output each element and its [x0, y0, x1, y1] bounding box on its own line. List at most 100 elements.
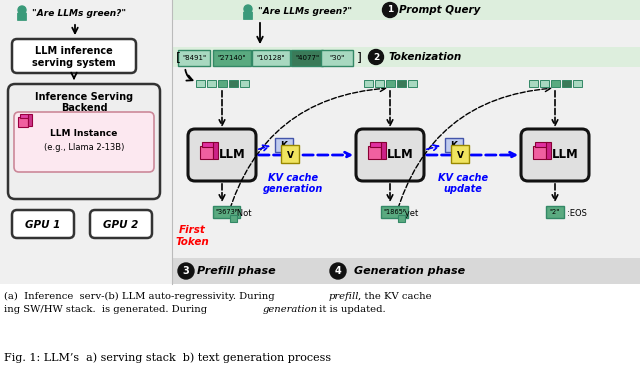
- Bar: [213, 50, 251, 66]
- Bar: [364, 80, 372, 87]
- Text: Token: Token: [175, 237, 209, 247]
- Bar: [321, 50, 353, 66]
- Text: Backend: Backend: [61, 103, 108, 113]
- Bar: [546, 142, 551, 159]
- Bar: [28, 114, 32, 126]
- Text: "27140": "27140": [218, 55, 246, 61]
- Bar: [540, 80, 548, 87]
- Text: V: V: [456, 150, 463, 159]
- Text: V: V: [287, 150, 294, 159]
- Text: 1: 1: [387, 6, 393, 15]
- Bar: [374, 80, 383, 87]
- Bar: [178, 50, 210, 66]
- Bar: [529, 80, 538, 87]
- Bar: [397, 80, 406, 87]
- Text: 2: 2: [373, 53, 379, 62]
- Bar: [408, 80, 417, 87]
- Text: "4077": "4077": [295, 55, 319, 61]
- Text: GPU 1: GPU 1: [26, 220, 61, 230]
- Bar: [228, 80, 237, 87]
- Text: 3: 3: [182, 266, 189, 276]
- Text: GPU 2: GPU 2: [103, 220, 139, 230]
- Text: "Are LLMs green?": "Are LLMs green?": [32, 9, 126, 18]
- FancyBboxPatch shape: [521, 129, 589, 181]
- Text: "3673": "3673": [215, 209, 238, 215]
- Text: prefill: prefill: [329, 292, 360, 301]
- Bar: [451, 145, 469, 163]
- Text: ing SW/HW stack.  is generated. During: ing SW/HW stack. is generated. During: [4, 305, 211, 314]
- Bar: [370, 142, 382, 147]
- Circle shape: [330, 263, 346, 279]
- Bar: [0, 284, 640, 376]
- Text: "10128": "10128": [257, 55, 285, 61]
- Text: Prompt Query: Prompt Query: [399, 5, 481, 15]
- Bar: [546, 206, 564, 218]
- Bar: [368, 146, 381, 159]
- Bar: [202, 142, 214, 147]
- Text: "30": "30": [330, 55, 344, 61]
- Bar: [20, 114, 29, 118]
- Circle shape: [244, 5, 252, 13]
- FancyBboxPatch shape: [90, 210, 152, 238]
- Text: serving system: serving system: [32, 58, 116, 68]
- Bar: [445, 138, 463, 152]
- Text: generation: generation: [263, 184, 323, 194]
- Bar: [230, 215, 237, 222]
- Text: K: K: [280, 141, 287, 150]
- Bar: [18, 117, 28, 127]
- Text: Fig. 1: LLM’s  a) serving stack  b) text generation process: Fig. 1: LLM’s a) serving stack b) text g…: [4, 352, 331, 362]
- Text: , the KV cache: , the KV cache: [358, 292, 431, 301]
- Text: LLM inference: LLM inference: [35, 46, 113, 56]
- Bar: [291, 50, 323, 66]
- Bar: [381, 142, 386, 159]
- Bar: [281, 145, 299, 163]
- Text: LLM: LLM: [219, 149, 245, 162]
- Circle shape: [18, 6, 26, 14]
- FancyBboxPatch shape: [12, 39, 136, 73]
- Bar: [173, 258, 640, 284]
- Bar: [239, 80, 248, 87]
- Text: (a)  Inference  serv-(b) LLM auto-regressivity. During: (a) Inference serv-(b) LLM auto-regressi…: [4, 292, 278, 301]
- Text: LLM Instance: LLM Instance: [51, 129, 118, 138]
- Bar: [385, 80, 394, 87]
- Text: 4: 4: [335, 266, 341, 276]
- Text: LLM: LLM: [552, 149, 579, 162]
- Text: "8491": "8491": [182, 55, 206, 61]
- FancyBboxPatch shape: [14, 112, 154, 172]
- Text: it is updated.: it is updated.: [316, 305, 386, 314]
- FancyBboxPatch shape: [8, 84, 160, 199]
- Text: Generation phase: Generation phase: [355, 266, 465, 276]
- FancyBboxPatch shape: [188, 129, 256, 181]
- Text: First: First: [179, 225, 205, 235]
- Text: generation: generation: [263, 305, 318, 314]
- Text: Tokenization: Tokenization: [388, 52, 461, 62]
- Bar: [535, 142, 547, 147]
- Bar: [213, 142, 218, 159]
- Text: :yet: :yet: [402, 209, 419, 217]
- Circle shape: [178, 263, 194, 279]
- Bar: [381, 206, 408, 218]
- Bar: [561, 80, 570, 87]
- Bar: [218, 80, 227, 87]
- Text: KV cache: KV cache: [438, 173, 488, 183]
- FancyBboxPatch shape: [356, 129, 424, 181]
- Text: Prefill phase: Prefill phase: [196, 266, 275, 276]
- Bar: [0, 0, 640, 284]
- Circle shape: [369, 50, 383, 65]
- Bar: [550, 80, 559, 87]
- Text: K: K: [451, 141, 458, 150]
- Bar: [533, 146, 546, 159]
- FancyBboxPatch shape: [243, 12, 253, 20]
- Bar: [398, 215, 405, 222]
- Text: KV cache: KV cache: [268, 173, 318, 183]
- Text: [: [: [176, 52, 181, 65]
- Text: :Not: :Not: [234, 209, 252, 217]
- Text: "1865": "1865": [383, 209, 406, 215]
- Bar: [200, 146, 213, 159]
- Text: "2": "2": [550, 209, 560, 215]
- Text: Inference Serving: Inference Serving: [35, 92, 133, 102]
- Bar: [252, 50, 290, 66]
- Text: LLM: LLM: [387, 149, 413, 162]
- Bar: [573, 80, 582, 87]
- Bar: [213, 206, 240, 218]
